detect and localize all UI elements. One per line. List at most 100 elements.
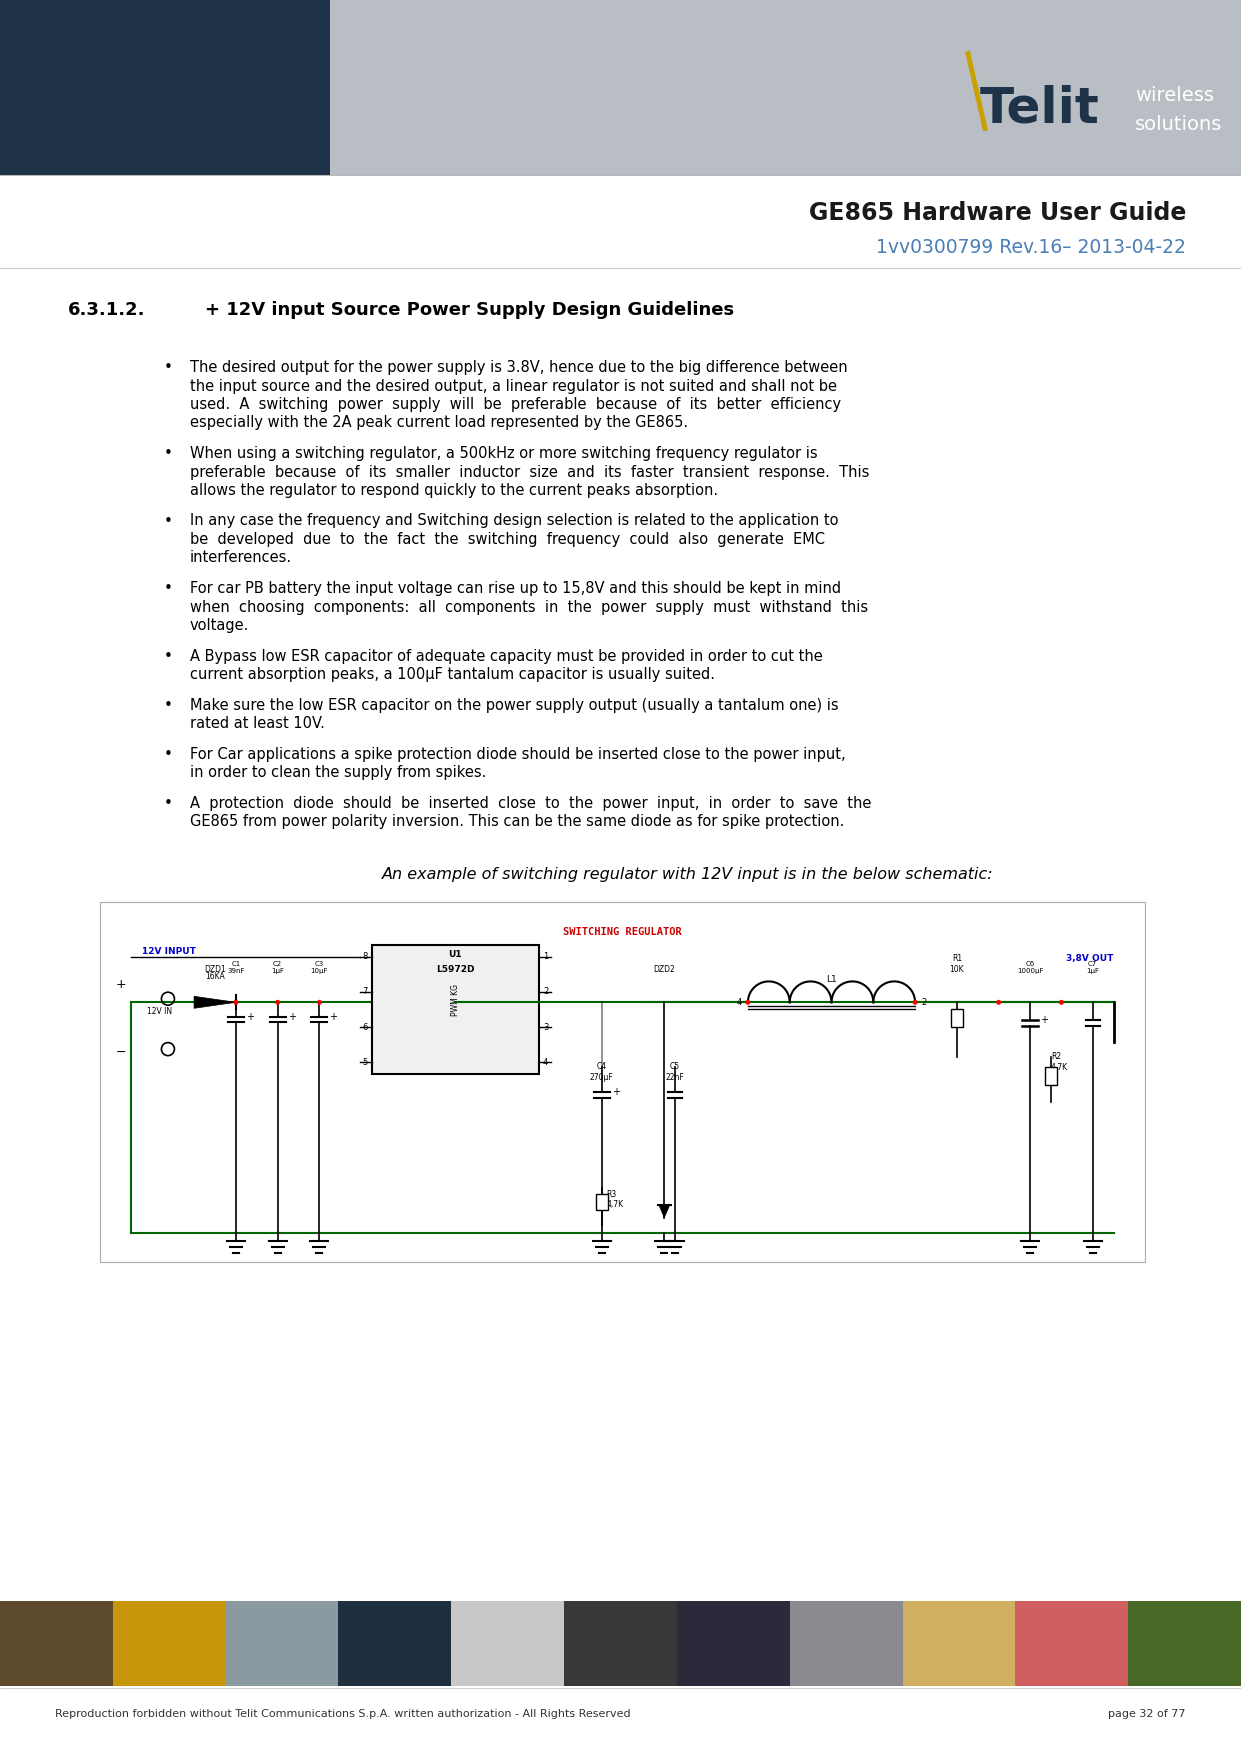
Bar: [372, 945, 539, 1073]
Text: 12V IN: 12V IN: [146, 1007, 172, 1016]
Text: When using a switching regulator, a 500kHz or more switching frequency regulator: When using a switching regulator, a 500k…: [190, 446, 818, 461]
Text: current absorption peaks, a 100μF tantalum capacitor is usually suited.: current absorption peaks, a 100μF tantal…: [190, 667, 715, 682]
Text: L5972D: L5972D: [436, 965, 474, 973]
Text: •: •: [164, 747, 172, 761]
Circle shape: [276, 1000, 280, 1005]
Polygon shape: [659, 1205, 670, 1217]
Text: 2: 2: [542, 988, 549, 996]
Circle shape: [746, 1000, 751, 1005]
Bar: [339, 1601, 452, 1686]
Text: An example of switching regulator with 12V input is in the below schematic:: An example of switching regulator with 1…: [382, 866, 994, 882]
Text: •: •: [164, 581, 172, 596]
Text: The desired output for the power supply is 3.8V, hence due to the big difference: The desired output for the power supply …: [190, 360, 848, 375]
Text: •: •: [164, 649, 172, 663]
Text: R1
10K: R1 10K: [949, 954, 964, 973]
Bar: [0, 1601, 113, 1686]
Text: +: +: [1040, 1016, 1049, 1026]
Text: A Bypass low ESR capacitor of adequate capacity must be provided in order to cut: A Bypass low ESR capacitor of adequate c…: [190, 649, 823, 663]
Text: +: +: [246, 1012, 254, 1023]
Text: GE865 from power polarity inversion. This can be the same diode as for spike pro: GE865 from power polarity inversion. Thi…: [190, 814, 844, 830]
Text: •: •: [164, 360, 172, 375]
Text: •: •: [164, 796, 172, 810]
Circle shape: [997, 1000, 1001, 1005]
Text: For Car applications a spike protection diode should be inserted close to the po: For Car applications a spike protection …: [190, 747, 845, 761]
Text: +: +: [329, 1012, 338, 1023]
Text: + 12V input Source Power Supply Design Guidelines: + 12V input Source Power Supply Design G…: [205, 302, 735, 319]
Text: 4: 4: [737, 998, 742, 1007]
Text: Telit: Telit: [980, 84, 1100, 133]
Text: preferable  because  of  its  smaller  inductor  size  and  its  faster  transie: preferable because of its smaller induct…: [190, 465, 870, 479]
Text: interferences.: interferences.: [190, 551, 292, 565]
Bar: [1015, 1601, 1128, 1686]
Text: C1
39nF: C1 39nF: [227, 961, 244, 973]
Text: DZD2: DZD2: [654, 965, 675, 973]
Text: 6.3.1.2.: 6.3.1.2.: [68, 302, 145, 319]
Bar: [1128, 1601, 1241, 1686]
Text: be  developed  due  to  the  fact  the  switching  frequency  could  also  gener: be developed due to the fact the switchi…: [190, 531, 825, 547]
Text: when  choosing  components:  all  components  in  the  power  supply  must  with: when choosing components: all components…: [190, 600, 869, 614]
Text: 5: 5: [362, 1058, 367, 1066]
Text: •: •: [164, 446, 172, 461]
Text: used.  A  switching  power  supply  will  be  preferable  because  of  its  bett: used. A switching power supply will be p…: [190, 396, 841, 412]
Text: Make sure the low ESR capacitor on the power supply output (usually a tantalum o: Make sure the low ESR capacitor on the p…: [190, 698, 839, 712]
Bar: [951, 1009, 963, 1028]
Text: GE865 Hardware User Guide: GE865 Hardware User Guide: [809, 202, 1186, 225]
Text: R2
4,7K: R2 4,7K: [1051, 1052, 1069, 1072]
Text: C7
1μF: C7 1μF: [1086, 961, 1100, 973]
Text: 7: 7: [362, 988, 367, 996]
Text: DZD1: DZD1: [204, 965, 226, 973]
Bar: [0, 0, 330, 175]
Polygon shape: [194, 996, 236, 1009]
Text: 1vv0300799 Rev.16– 2013-04-22: 1vv0300799 Rev.16– 2013-04-22: [876, 237, 1186, 256]
Bar: [113, 1601, 226, 1686]
Text: 4: 4: [542, 1058, 549, 1066]
Text: For car PB battery the input voltage can rise up to 15,8V and this should be kep: For car PB battery the input voltage can…: [190, 581, 841, 596]
Bar: [226, 1601, 339, 1686]
Bar: [676, 1601, 789, 1686]
Text: 6: 6: [362, 1023, 367, 1031]
Text: L1: L1: [827, 975, 836, 984]
Text: 1: 1: [542, 952, 549, 961]
Text: Reproduction forbidden without Telit Communications S.p.A. written authorization: Reproduction forbidden without Telit Com…: [55, 1708, 630, 1719]
Bar: [452, 1601, 565, 1686]
Text: C3
10μF: C3 10μF: [310, 961, 328, 973]
Text: 12V INPUT: 12V INPUT: [141, 947, 196, 956]
Text: •: •: [164, 698, 172, 712]
Text: 8: 8: [362, 952, 367, 961]
Text: C5
22nF: C5 22nF: [665, 1063, 684, 1082]
Bar: [596, 1194, 608, 1210]
Text: C2
1μF: C2 1μF: [271, 961, 284, 973]
Bar: [902, 1601, 1015, 1686]
Text: •: •: [164, 514, 172, 528]
Text: solutions: solutions: [1136, 116, 1222, 133]
Text: 16KA: 16KA: [205, 972, 225, 980]
Text: SWITCHING REGULATOR: SWITCHING REGULATOR: [563, 926, 681, 937]
Text: R3
4,7K: R3 4,7K: [607, 1189, 624, 1209]
Text: U1: U1: [448, 949, 462, 959]
Bar: [565, 1601, 676, 1686]
Text: page 32 of 77: page 32 of 77: [1108, 1708, 1186, 1719]
Text: C6
1000μF: C6 1000μF: [1016, 961, 1044, 973]
Text: A  protection  diode  should  be  inserted  close  to  the  power  input,  in  o: A protection diode should be inserted cl…: [190, 796, 871, 810]
Text: C4
270μF: C4 270μF: [589, 1063, 613, 1082]
Text: especially with the 2A peak current load represented by the GE865.: especially with the 2A peak current load…: [190, 416, 688, 430]
Text: the input source and the desired output, a linear regulator is not suited and sh: the input source and the desired output,…: [190, 379, 836, 393]
Text: 2: 2: [921, 998, 926, 1007]
Text: −: −: [115, 1045, 127, 1059]
Circle shape: [316, 1000, 321, 1005]
Text: In any case the frequency and Switching design selection is related to the appli: In any case the frequency and Switching …: [190, 514, 839, 528]
Text: +: +: [612, 1087, 619, 1098]
Text: voltage.: voltage.: [190, 617, 249, 633]
Circle shape: [233, 1000, 238, 1005]
Circle shape: [912, 1000, 917, 1005]
Bar: [101, 902, 1145, 1261]
Bar: [330, 0, 1241, 175]
Text: PWM KG: PWM KG: [450, 984, 460, 1016]
Text: in order to clean the supply from spikes.: in order to clean the supply from spikes…: [190, 765, 486, 781]
Text: +: +: [288, 1012, 295, 1023]
Text: 3: 3: [542, 1023, 549, 1031]
Text: wireless: wireless: [1136, 86, 1214, 105]
Text: +: +: [115, 977, 127, 991]
Text: allows the regulator to respond quickly to the current peaks absorption.: allows the regulator to respond quickly …: [190, 482, 719, 498]
Text: 3,8V OUT: 3,8V OUT: [1066, 954, 1113, 963]
